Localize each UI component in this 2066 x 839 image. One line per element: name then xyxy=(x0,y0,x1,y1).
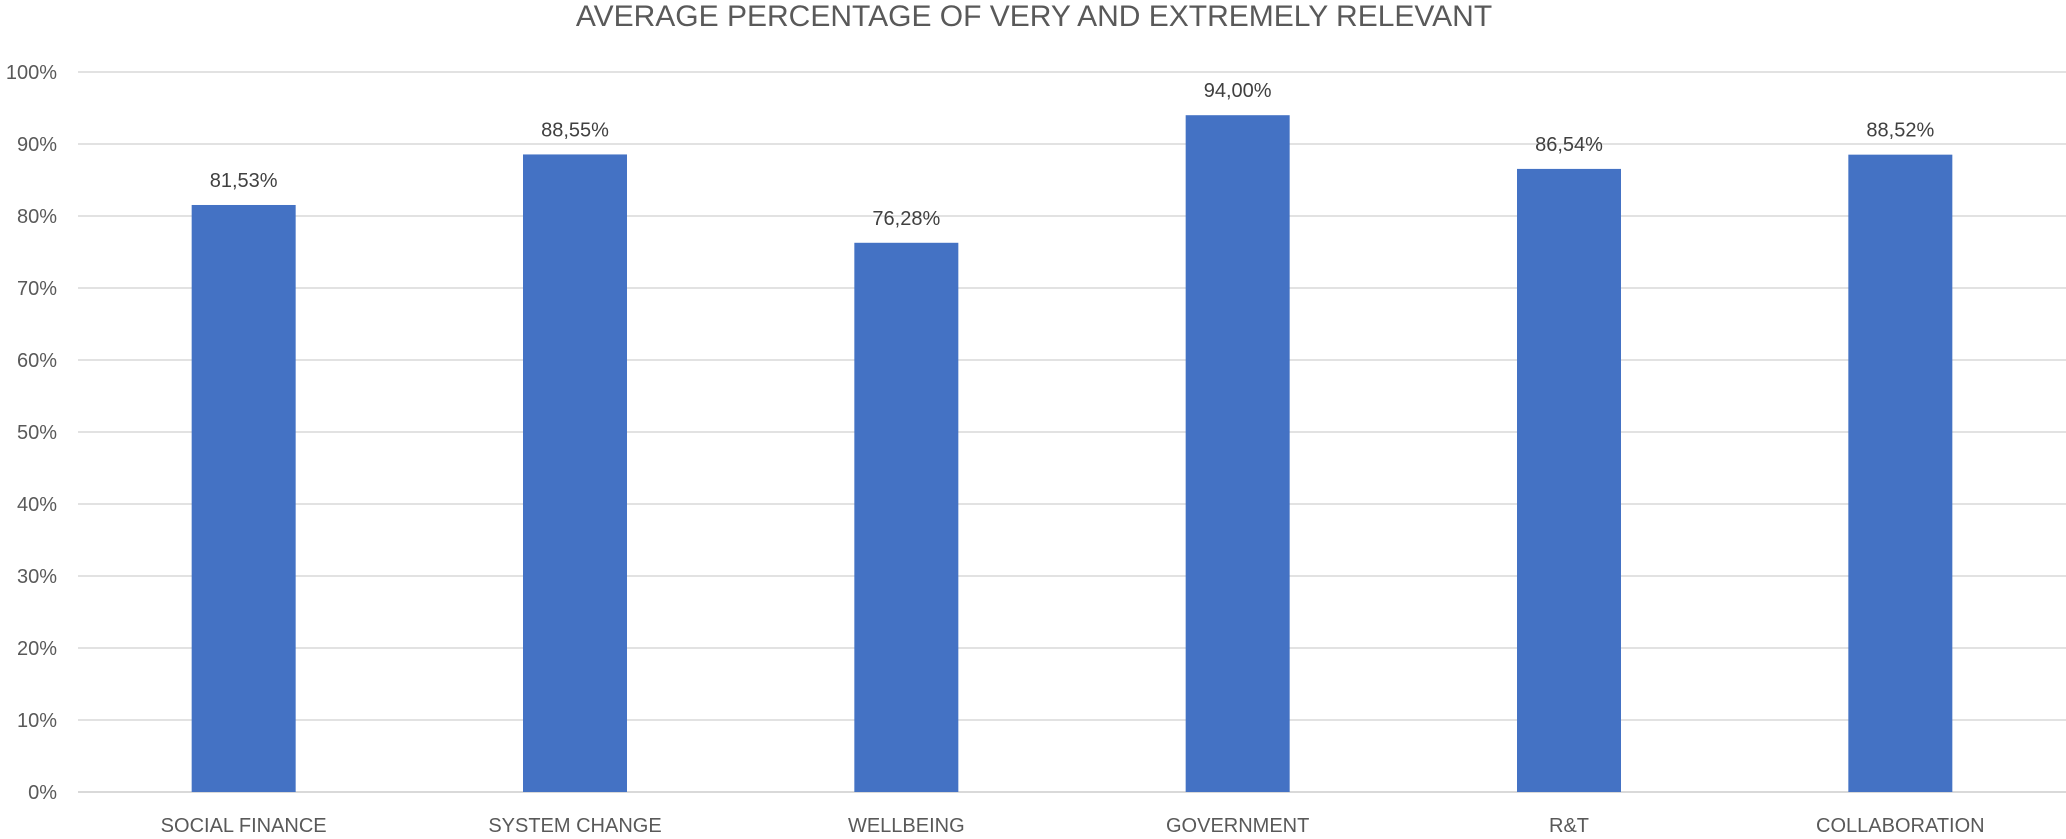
bar xyxy=(191,204,296,792)
y-tick-label: 100% xyxy=(6,62,57,84)
bars xyxy=(191,115,1953,793)
gridlines xyxy=(78,71,2066,793)
x-tick-label: SYSTEM CHANGE xyxy=(488,815,661,837)
y-tick-label: 80% xyxy=(17,206,57,228)
data-label: 76,28% xyxy=(872,208,940,230)
y-tick-label: 30% xyxy=(17,566,57,588)
data-label: 86,54% xyxy=(1535,134,1603,156)
y-tick-label: 0% xyxy=(28,782,57,804)
x-tick-label: GOVERNMENT xyxy=(1166,815,1309,837)
y-tick-label: 40% xyxy=(17,494,57,516)
bar xyxy=(854,242,959,792)
x-tick-label: WELLBEING xyxy=(848,815,965,837)
y-tick-label: 10% xyxy=(17,710,57,732)
bar xyxy=(1517,168,1621,793)
y-axis: 0% 10% 20% 30% 40% 50% 60% 70% 80% 90% 100% xyxy=(6,62,57,804)
data-label: 88,55% xyxy=(541,119,609,141)
y-tick-label: 60% xyxy=(17,350,57,372)
bar xyxy=(1848,154,1953,792)
data-labels: 81,53% 88,55% 76,28% 94,00% 86,54% 88,52% xyxy=(210,80,1935,230)
bar xyxy=(1185,115,1290,792)
x-tick-label: COLLABORATION xyxy=(1816,815,1985,837)
bar xyxy=(523,154,627,792)
data-label: 88,52% xyxy=(1866,120,1934,142)
y-tick-label: 20% xyxy=(17,638,57,660)
y-tick-label: 50% xyxy=(17,422,57,444)
x-axis: SOCIAL FINANCE SYSTEM CHANGE WELLBEING GOVE… xyxy=(161,815,1985,837)
data-label: 81,53% xyxy=(210,170,278,192)
data-label: 94,00% xyxy=(1204,80,1272,102)
y-tick-label: 90% xyxy=(17,134,57,156)
chart-title: AVERAGE PERCENTAGE OF VERY AND EXTREMELY… xyxy=(576,0,1492,33)
y-tick-label: 70% xyxy=(17,278,57,300)
x-tick-label: SOCIAL FINANCE xyxy=(161,815,327,837)
x-tick-label: R&T xyxy=(1549,815,1589,837)
